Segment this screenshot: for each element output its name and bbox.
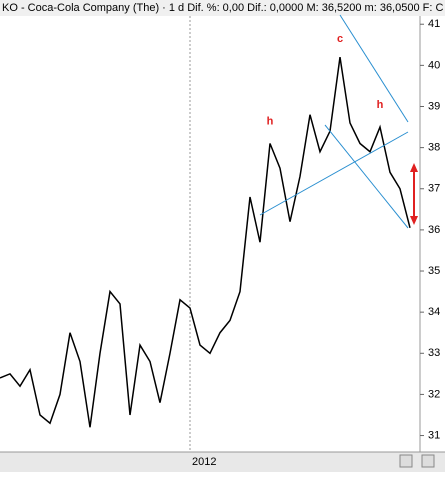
annotation: h <box>267 115 274 127</box>
y-tick-label: 37 <box>428 183 440 195</box>
header-bar <box>0 0 445 16</box>
trend-line <box>259 131 409 216</box>
y-tick-label: 36 <box>428 224 440 236</box>
annotation: h <box>377 99 384 111</box>
y-tick-label: 31 <box>428 429 440 441</box>
arrow-head <box>410 216 418 225</box>
annotation: c <box>337 33 343 45</box>
arrow-head <box>410 163 418 172</box>
y-tick-label: 34 <box>428 306 440 318</box>
footer-bar <box>0 452 445 472</box>
chart-title: KO - Coca-Cola Company (The) · 1 d Dif. … <box>2 2 443 14</box>
y-tick-label: 39 <box>428 100 440 112</box>
y-tick-label: 40 <box>428 59 440 71</box>
trend-line <box>339 14 409 123</box>
y-tick-label: 41 <box>428 18 440 30</box>
icon-button[interactable] <box>399 454 413 468</box>
trend-line <box>324 124 409 229</box>
y-tick-label: 35 <box>428 265 440 277</box>
icon-button[interactable] <box>421 454 435 468</box>
y-tick-label: 32 <box>428 388 440 400</box>
price-line <box>0 57 411 428</box>
y-tick-label: 33 <box>428 347 440 359</box>
x-tick-label: 2012 <box>192 456 216 468</box>
y-tick-label: 38 <box>428 142 440 154</box>
